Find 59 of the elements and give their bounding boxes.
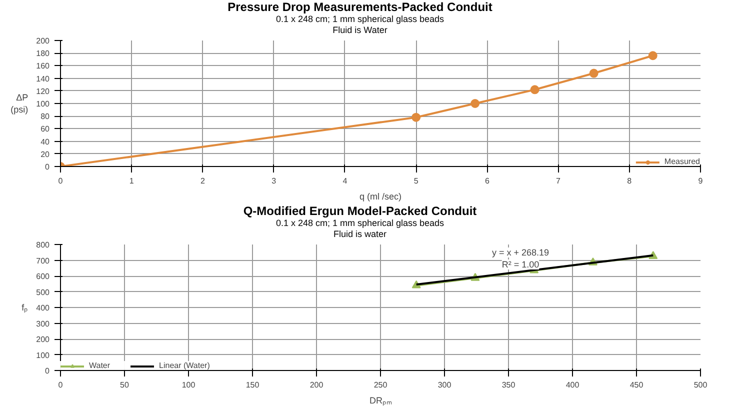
x-tick-label: 150 bbox=[246, 380, 260, 390]
y-tick-label: 600 bbox=[36, 272, 50, 281]
legend-label: Measured bbox=[664, 157, 700, 166]
x-tick-label: 6 bbox=[484, 176, 490, 186]
y-tick-label: 20 bbox=[40, 150, 50, 159]
point bbox=[530, 85, 540, 94]
y-tick-label: 180 bbox=[36, 49, 50, 58]
x-tick-label: 250 bbox=[374, 380, 388, 390]
x-tick-label: 450 bbox=[630, 380, 644, 390]
legend-label: Linear (Water) bbox=[159, 361, 210, 370]
x-tick-label: 50 bbox=[120, 380, 130, 390]
y-tick-label: 0 bbox=[45, 162, 50, 172]
x-tick-label: 350 bbox=[502, 380, 516, 390]
y-tick-label: 60 bbox=[40, 124, 50, 134]
legend-label: Water bbox=[89, 361, 110, 370]
chart-title: Pressure Drop Measurements-Packed Conduit bbox=[228, 0, 492, 14]
y-tick-label: 100 bbox=[36, 350, 50, 360]
x-tick-label: 4 bbox=[342, 176, 348, 186]
x-axis-title: q (ml /sec) bbox=[360, 192, 402, 202]
y-tick-label: 80 bbox=[40, 112, 50, 122]
x-tick-label: 3 bbox=[272, 176, 277, 186]
point bbox=[648, 51, 658, 60]
y-tick-label: 140 bbox=[36, 74, 50, 84]
x-tick-label: 200 bbox=[310, 380, 324, 390]
point bbox=[470, 99, 480, 108]
chart-subtitle: 0.1 x 248 cm; 1 mm spherical glass beads Fluid is water bbox=[274, 218, 446, 240]
y-axis-title: fₚ bbox=[22, 302, 28, 314]
point bbox=[412, 112, 421, 122]
x-tick-label: 100 bbox=[182, 380, 196, 390]
y-tick-label: 800 bbox=[36, 240, 50, 250]
annotation: y = x + 268.19 bbox=[492, 248, 550, 258]
x-tick-label: 1 bbox=[129, 176, 134, 186]
y-tick-label: 100 bbox=[36, 100, 50, 108]
y-tick-label: 300 bbox=[36, 319, 50, 328]
annotation: R² = 1.00 bbox=[502, 260, 540, 270]
y-tick-label: 400 bbox=[36, 304, 50, 312]
x-tick-label: 8 bbox=[627, 176, 632, 186]
y-tick-label: 0 bbox=[45, 366, 50, 376]
point bbox=[589, 68, 598, 78]
y-axis-title: ΔP (psi) bbox=[10, 92, 28, 114]
x-tick-label: 300 bbox=[438, 380, 452, 390]
x-tick-label: 7 bbox=[556, 176, 562, 186]
x-tick-label: 0 bbox=[58, 176, 64, 186]
y-tick-label: 700 bbox=[36, 256, 50, 266]
y-tick-label: 200 bbox=[36, 335, 50, 344]
y-tick-label: 120 bbox=[36, 86, 50, 96]
y-tick-label: 200 bbox=[36, 36, 50, 46]
x-axis-title: DRₚₘ bbox=[370, 396, 392, 406]
y-tick-label: 500 bbox=[36, 288, 50, 297]
x-tick-label: 5 bbox=[414, 176, 419, 186]
x-tick-label: 2 bbox=[200, 176, 206, 186]
y-tick-label: 40 bbox=[40, 137, 50, 146]
chart-subtitle: 0.1 x 248 cm; 1 mm spherical glass beads Fluid is Water bbox=[274, 14, 446, 36]
x-tick-label: 0 bbox=[58, 380, 64, 390]
x-tick-label: 400 bbox=[566, 380, 580, 390]
y-tick-label: 160 bbox=[36, 62, 50, 71]
x-tick-label: 500 bbox=[694, 380, 708, 390]
x-tick-label: 9 bbox=[698, 176, 704, 186]
chart-title: Q-Modified Ergun Model-Packed Conduit bbox=[243, 204, 477, 218]
